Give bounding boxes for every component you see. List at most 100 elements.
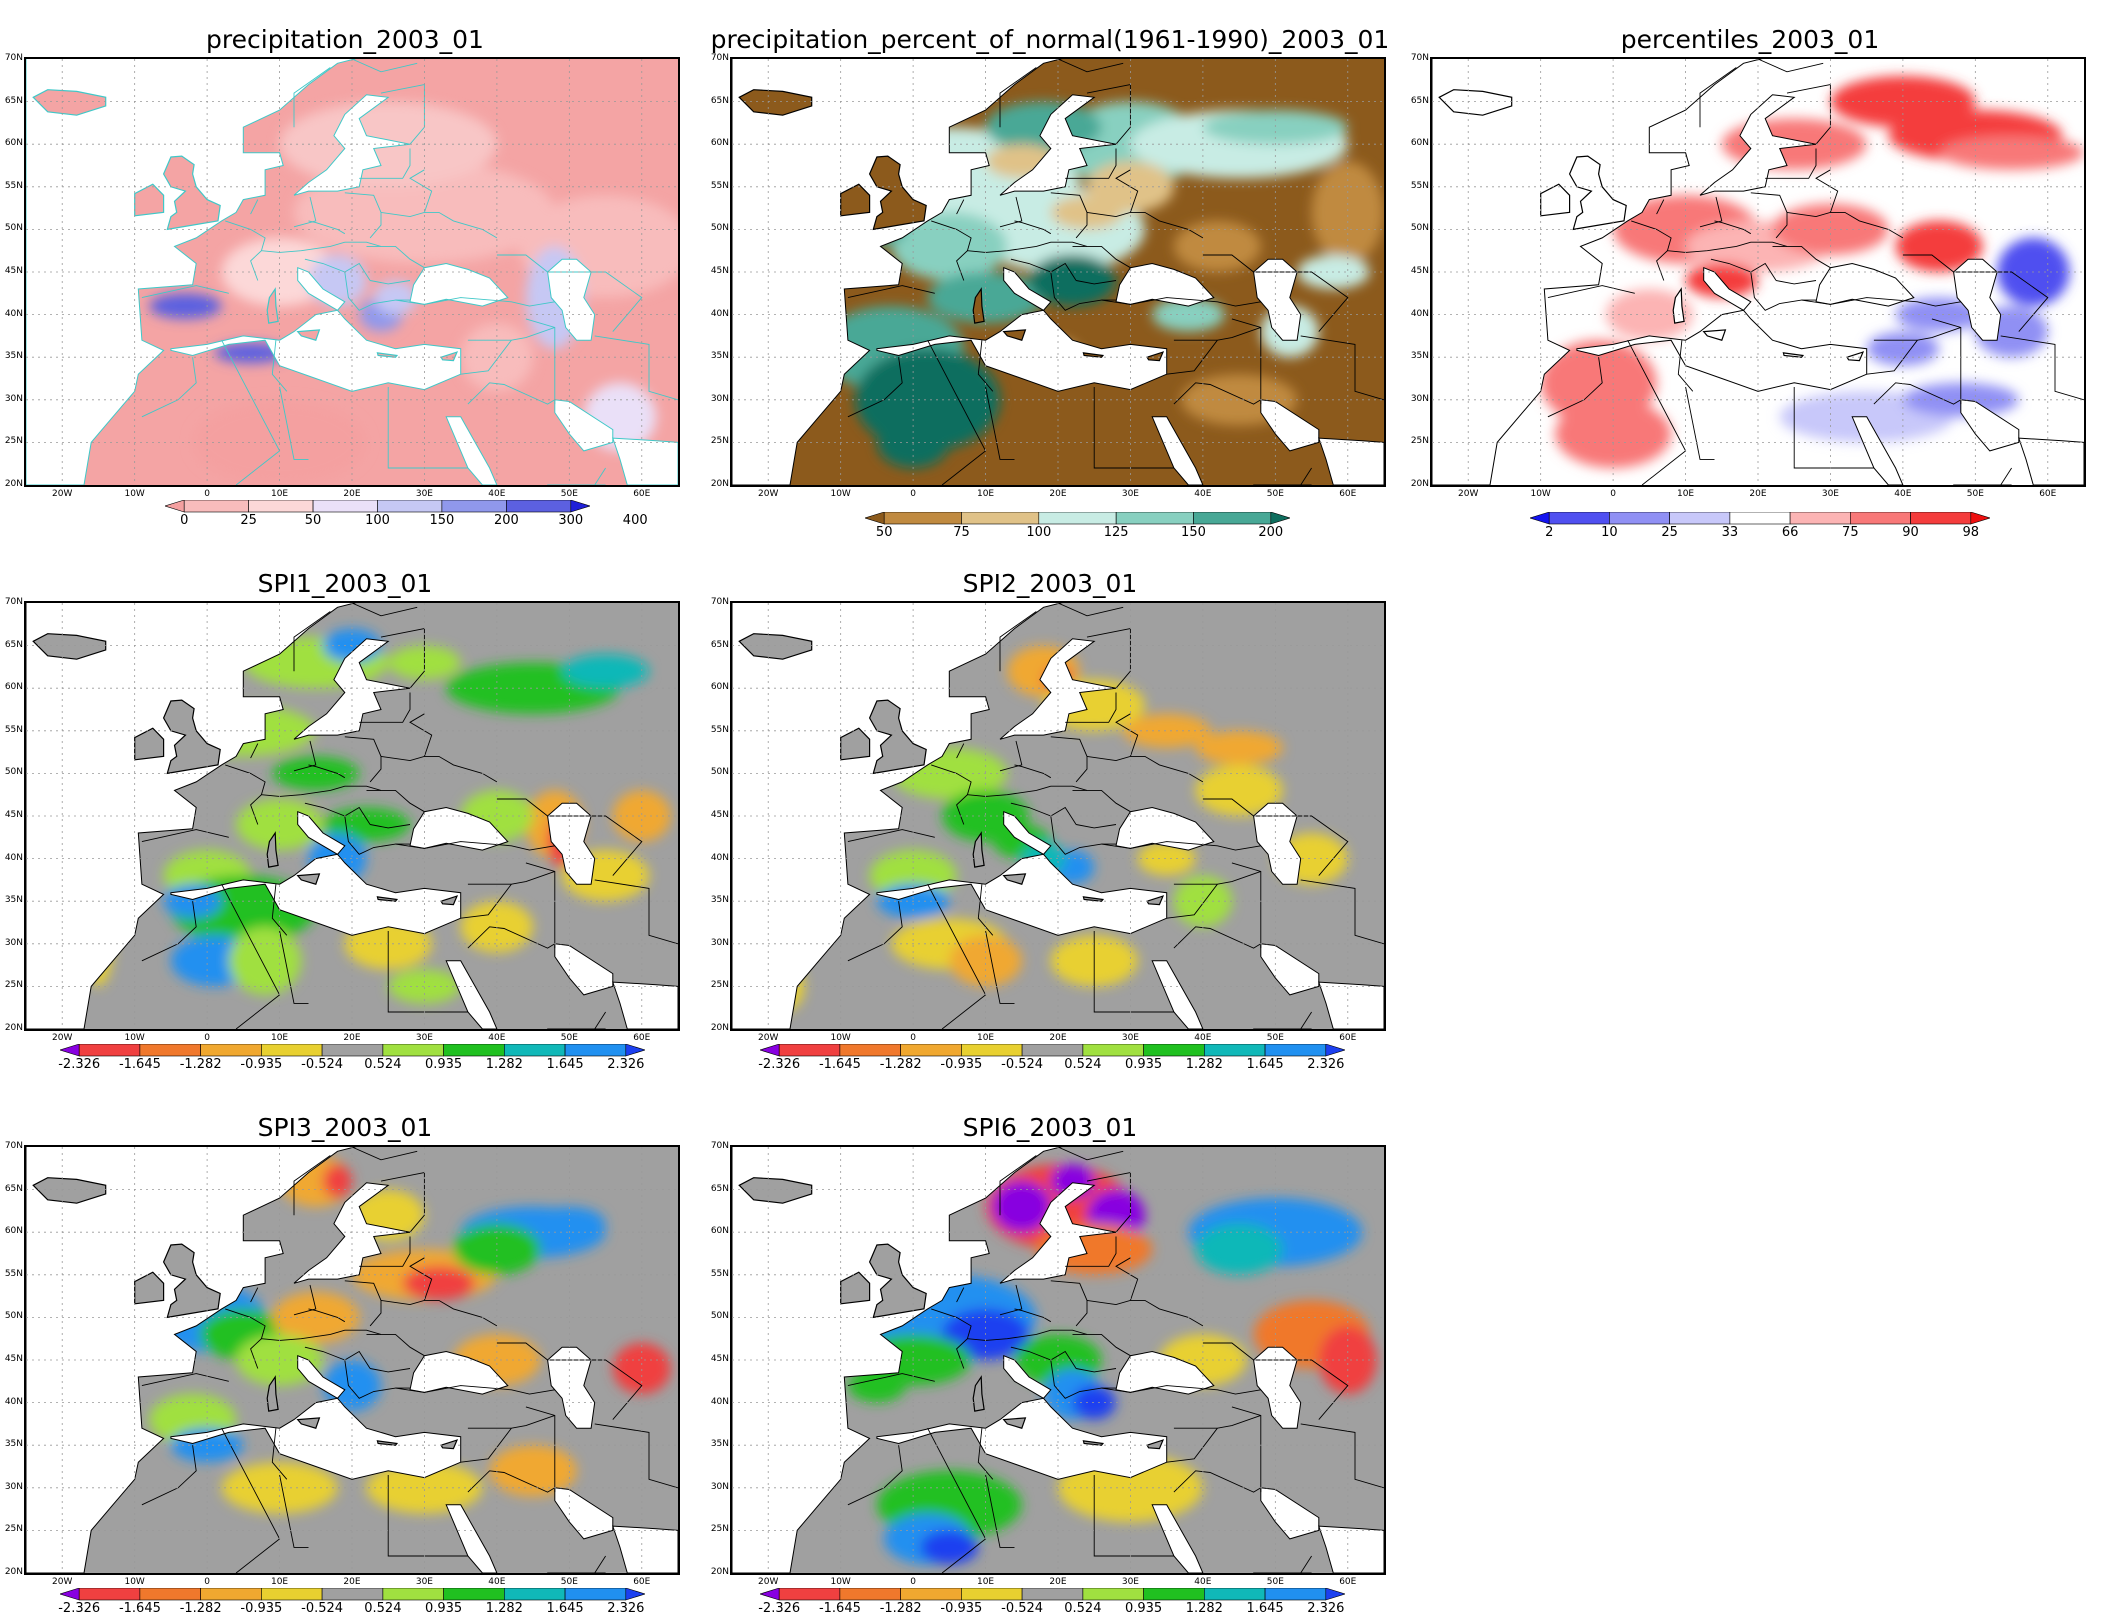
country-border	[1772, 245, 1831, 269]
country-border	[351, 603, 418, 617]
lon-tick-label: 0	[204, 489, 210, 499]
island	[1568, 155, 1627, 231]
country-border	[467, 1470, 556, 1493]
sea-area	[876, 853, 1168, 936]
colorbar-tick-label: 2.326	[607, 1601, 645, 1616]
country-border	[1677, 340, 1694, 392]
sea-area	[1003, 266, 1052, 311]
country-border	[460, 883, 512, 919]
colorbar-tick-label: 66	[1781, 525, 1799, 540]
colorbar-swatch	[865, 512, 885, 525]
colorbar-tick-label: 1.282	[1185, 1601, 1223, 1616]
country-border	[1072, 789, 1131, 813]
lat-tick-label: 25N	[1410, 436, 1429, 447]
lon-tick-label: 0	[204, 1577, 210, 1587]
lat-tick-label: 55N	[1410, 180, 1429, 191]
country-border	[1202, 798, 1254, 817]
country-border	[985, 386, 1015, 460]
country-border	[847, 285, 935, 299]
country-border	[956, 743, 965, 759]
colorbar-swatch	[1609, 512, 1670, 525]
country-border	[847, 1445, 903, 1506]
colorbar-tick-label: 75	[953, 525, 970, 540]
country-border	[1130, 755, 1204, 783]
colorbar-swatch	[1193, 512, 1272, 525]
lon-tick-label: 20W	[52, 1033, 73, 1043]
colorbar-swatch	[570, 500, 590, 513]
country-border	[467, 870, 555, 885]
sea-area	[1260, 399, 1320, 452]
country-border	[1166, 339, 1218, 375]
colorbar-swatch	[1530, 512, 1550, 525]
sea-area	[1699, 94, 1817, 196]
colorbar-tick-label: 1.645	[1246, 1601, 1284, 1616]
lon-tick-label: 0	[910, 1577, 916, 1587]
lon-tick-label: 30E	[1121, 489, 1139, 499]
country-border	[1173, 926, 1262, 949]
country-border	[931, 764, 972, 825]
sea-area	[1003, 1354, 1052, 1399]
lon-tick-label: 40E	[1194, 1033, 1212, 1043]
country-border	[594, 467, 606, 485]
lat-tick-label: 65N	[710, 1183, 729, 1194]
sea-area	[1253, 802, 1302, 885]
country-border	[1130, 1299, 1204, 1327]
colorbar-swatch	[443, 1588, 505, 1601]
island	[296, 1417, 321, 1429]
lon-tick-label: 20E	[1749, 489, 1767, 499]
lon-tick-label: 0	[204, 1033, 210, 1043]
country-border	[931, 220, 972, 281]
field-blob	[149, 293, 222, 319]
country-border	[1173, 870, 1261, 885]
country-border	[999, 1155, 1037, 1216]
country-border	[225, 1308, 266, 1369]
colorbar-tick-label: -1.282	[879, 1601, 922, 1616]
lat-tick-label: 60N	[4, 1226, 23, 1237]
country-border	[847, 357, 903, 418]
colorbar-swatch	[183, 500, 249, 513]
field-blob	[1202, 110, 1348, 145]
panel-title: precipitation_percent_of_normal(1961-199…	[710, 25, 1390, 54]
sea-area	[293, 638, 411, 740]
country-border	[467, 926, 556, 949]
colorbar-tick-label: -1.282	[179, 1601, 222, 1616]
colorbar-swatch	[839, 1588, 901, 1601]
colorbar-swatch	[760, 1044, 780, 1057]
lon-tick-label: 20W	[758, 1033, 779, 1043]
colorbar-tick-label: 50	[304, 513, 322, 528]
colorbar-swatch	[1264, 1588, 1327, 1601]
country-border	[380, 1172, 425, 1233]
lat-tick-label: 20N	[4, 479, 23, 489]
sea-area	[170, 309, 462, 392]
lat-tick-label: 50N	[710, 767, 729, 778]
country-border	[1093, 387, 1174, 469]
lat-tick-label: 20N	[710, 479, 729, 489]
lat-tick-label: 20N	[4, 1023, 23, 1033]
colorbar-tick-label: 90	[1902, 525, 1919, 540]
island	[1782, 352, 1805, 358]
lat-tick-label: 45N	[4, 1354, 23, 1364]
lon-tick-label: 10E	[976, 1577, 995, 1587]
country-border	[847, 901, 903, 962]
sea-area	[1151, 1504, 1204, 1573]
colorbar-tick-label: -2.326	[758, 1601, 801, 1616]
country-border	[380, 628, 425, 689]
sea-area	[547, 802, 596, 885]
colorbar-swatch	[778, 1044, 841, 1057]
lat-tick-label: 30N	[4, 937, 23, 948]
sea-area	[1432, 59, 1763, 485]
colorbar-swatch	[625, 1044, 645, 1057]
lon-tick-label: 10W	[830, 1577, 851, 1587]
country-border	[1300, 1555, 1312, 1573]
sea-area	[409, 1350, 509, 1395]
panel-title: precipitation_2003_01	[206, 25, 484, 54]
field-blob	[612, 1342, 671, 1395]
field-blob	[1173, 220, 1261, 272]
country-border	[1801, 297, 1961, 307]
country-border	[1173, 326, 1261, 341]
lon-tick-label: 30E	[1121, 1577, 1139, 1587]
country-border	[1873, 382, 1962, 405]
sea-area	[170, 1397, 462, 1480]
lat-tick-label: 35N	[4, 895, 23, 906]
island	[1146, 895, 1165, 906]
